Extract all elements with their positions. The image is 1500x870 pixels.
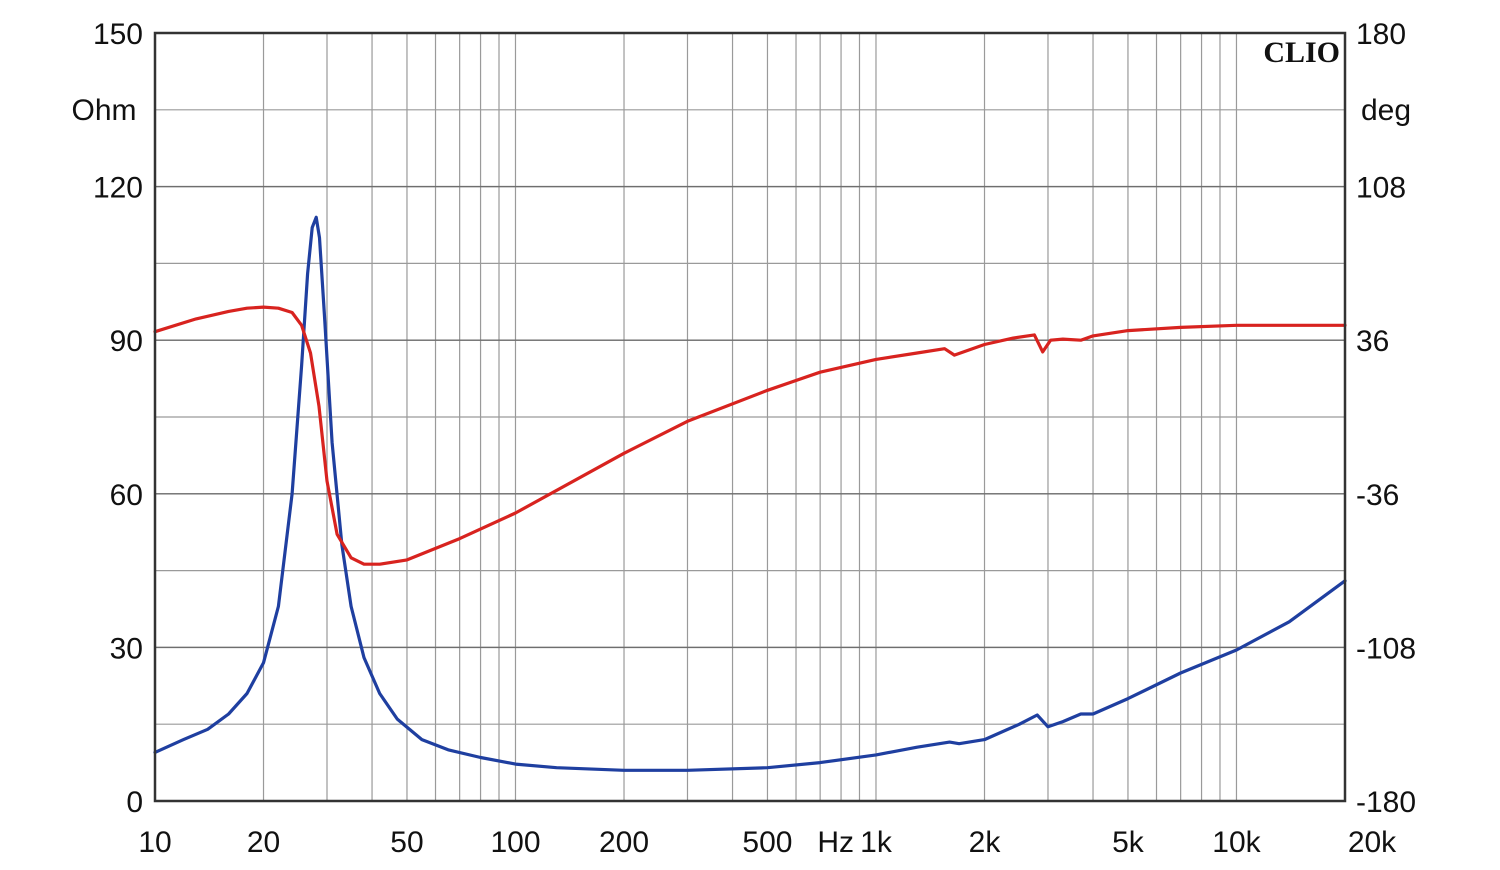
left-tick-label: 120 [93, 172, 143, 205]
right-tick-label: 180 [1356, 18, 1406, 51]
series-layer [153, 215, 1347, 772]
clio-brand-label: CLIO [1263, 36, 1340, 69]
x-tick-label: 20 [247, 826, 280, 859]
right-tick-label: -36 [1356, 479, 1399, 512]
x-tick-label: 1k [860, 826, 893, 859]
left-tick-label: 90 [110, 325, 143, 358]
left-tick-label: 60 [110, 479, 143, 512]
x-tick-label: 10 [138, 826, 171, 859]
left-tick-label: 0 [126, 786, 143, 819]
left-axis-ticks: 0 30 60 90 120 150 [93, 18, 143, 819]
series-line-impedance [153, 215, 1347, 772]
x-axis-ticks: 10 20 50 100 200 500 1k 2k 5k 10k 20k Hz [138, 826, 1397, 859]
right-tick-label: -108 [1356, 632, 1416, 665]
left-axis-unit: Ohm [71, 94, 136, 127]
x-axis-unit: Hz [817, 826, 854, 859]
x-tick-label: 100 [490, 826, 540, 859]
x-tick-label: 10k [1212, 826, 1261, 859]
left-tick-label: 30 [110, 632, 143, 665]
x-tick-label: 50 [390, 826, 423, 859]
x-tick-label: 200 [599, 826, 649, 859]
x-tick-label: 20k [1348, 826, 1397, 859]
right-axis-unit: deg [1361, 94, 1411, 127]
x-tick-label: 5k [1112, 826, 1145, 859]
right-tick-label: 108 [1356, 172, 1406, 205]
right-tick-label: 36 [1356, 325, 1389, 358]
series-line-phase [153, 305, 1347, 566]
plot-frame [153, 31, 1347, 803]
left-tick-label: 150 [93, 18, 143, 51]
right-axis-ticks: -180 -108 -36 36 108 180 [1356, 18, 1416, 819]
right-tick-label: -180 [1356, 786, 1416, 819]
x-tick-label: 500 [742, 826, 792, 859]
x-tick-label: 2k [969, 826, 1002, 859]
